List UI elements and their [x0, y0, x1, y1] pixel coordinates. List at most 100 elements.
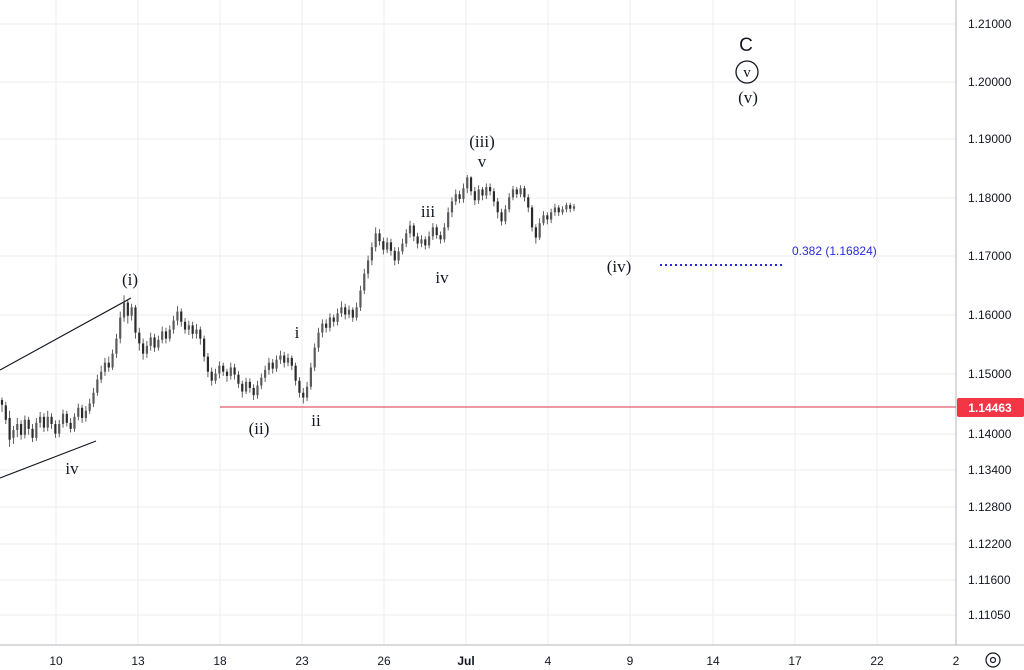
candle — [557, 205, 560, 216]
settings-gear-icon[interactable] — [985, 652, 1001, 668]
candle — [401, 238, 404, 255]
candle — [420, 235, 423, 248]
candle — [412, 223, 415, 242]
candle — [305, 381, 309, 402]
candle — [534, 224, 537, 244]
candle — [450, 197, 454, 218]
candle — [65, 410, 68, 427]
candle — [283, 351, 286, 368]
candle — [218, 361, 221, 379]
wave-label-i-minor: i — [295, 323, 300, 342]
candle — [382, 237, 385, 255]
candle — [54, 420, 57, 438]
y-tick-label: 1.12800 — [968, 500, 1012, 514]
candle — [35, 418, 38, 441]
candle — [153, 333, 156, 352]
candle — [73, 413, 76, 432]
candle — [138, 327, 141, 351]
candle — [264, 365, 267, 382]
candle — [492, 188, 496, 207]
x-tick-label: 23 — [295, 654, 309, 668]
candle — [206, 353, 210, 378]
chart-grid — [0, 0, 1024, 646]
candle — [313, 343, 316, 372]
current-price-label: 1.14463 — [968, 401, 1012, 415]
candle — [351, 307, 354, 322]
candle — [115, 333, 118, 358]
candle — [443, 223, 446, 243]
candle — [408, 220, 412, 238]
candle — [241, 380, 244, 398]
candle — [344, 303, 347, 320]
candle — [336, 308, 339, 326]
candle — [378, 229, 381, 246]
candle — [325, 319, 328, 333]
candle — [12, 425, 15, 444]
candle — [244, 377, 248, 394]
wave-label-v-major: (v) — [738, 88, 758, 107]
candle — [481, 187, 484, 201]
price-axis[interactable]: 1.21000 1.20000 1.19000 1.18000 1.17000 1.160… — [968, 17, 1012, 622]
candle — [386, 237, 389, 254]
candle — [279, 350, 282, 364]
candle — [454, 189, 457, 206]
candle — [122, 295, 126, 322]
candle — [298, 377, 301, 398]
candle — [107, 356, 110, 372]
candle — [134, 304, 137, 339]
candle — [233, 363, 236, 380]
candle — [424, 236, 427, 250]
candle — [550, 208, 553, 224]
y-tick-label: 1.16000 — [968, 308, 1012, 322]
candle — [195, 324, 198, 339]
candle — [180, 308, 183, 327]
candle — [546, 212, 549, 225]
candle — [504, 205, 507, 225]
candle — [439, 231, 442, 244]
candle — [328, 313, 332, 332]
candle — [252, 384, 255, 400]
candle — [100, 365, 103, 384]
candle — [496, 197, 499, 219]
candle — [286, 353, 290, 367]
candle — [46, 410, 49, 432]
candle — [229, 362, 232, 380]
candle — [359, 285, 362, 311]
fib-level-label: 0.382 (1.16824) — [792, 244, 877, 258]
candle — [527, 194, 530, 213]
lower-channel-line — [0, 440, 97, 479]
candle — [473, 187, 476, 206]
candle — [458, 190, 461, 204]
candle — [275, 355, 278, 372]
candle — [16, 418, 19, 438]
candle — [340, 301, 343, 317]
candle — [256, 380, 259, 399]
candle — [84, 405, 87, 422]
candle — [92, 387, 95, 408]
candlestick-series — [0, 175, 576, 447]
candle — [427, 231, 431, 249]
candle — [183, 318, 187, 334]
candle — [355, 302, 358, 321]
candle — [572, 203, 576, 212]
candle — [8, 410, 11, 447]
candle — [508, 193, 511, 213]
candle — [477, 185, 480, 204]
candle — [332, 314, 335, 327]
candle — [462, 183, 465, 203]
candle — [469, 176, 473, 196]
candle — [485, 183, 488, 200]
wave-label-v-minor: v — [478, 152, 487, 171]
candle — [42, 413, 46, 432]
y-tick-label: 1.11050 — [968, 608, 1011, 622]
trend-lines — [0, 264, 956, 479]
candle — [119, 311, 122, 344]
wave-label-iv-major: (iv) — [607, 257, 632, 276]
candle — [431, 223, 435, 240]
time-axis[interactable]: 10 13 18 23 26 Jul 4 9 14 17 22 2 — [49, 654, 959, 668]
candle — [39, 411, 42, 428]
candle — [309, 362, 312, 390]
y-tick-label: 1.20000 — [968, 75, 1012, 89]
candle — [149, 332, 152, 351]
